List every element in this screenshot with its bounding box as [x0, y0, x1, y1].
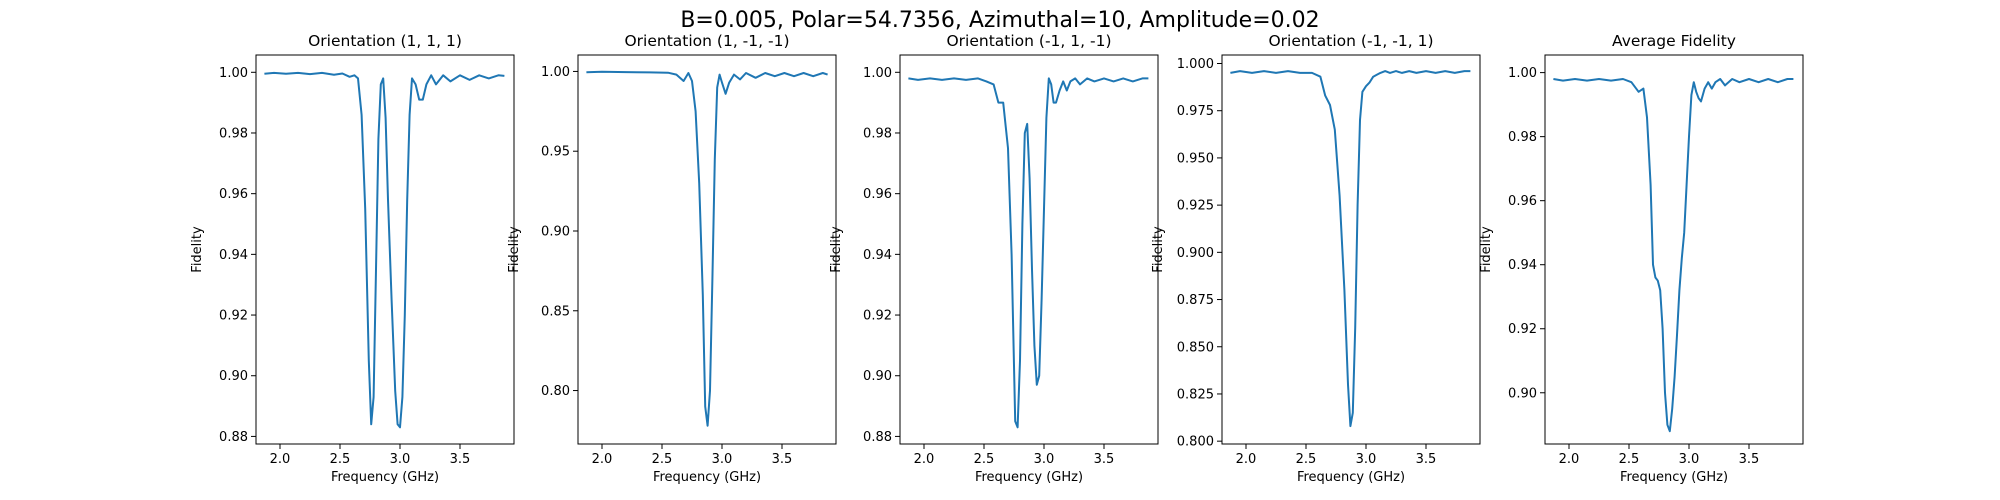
- y-tick-label: 0.98: [1508, 130, 1537, 145]
- subplot-title: Orientation (1, 1, 1): [308, 32, 462, 50]
- y-axis-label: Fidelity: [190, 226, 205, 273]
- x-tick-label: 2.0: [592, 452, 613, 467]
- axes-frame: [899, 54, 1159, 445]
- y-tick-label: 0.96: [219, 187, 248, 202]
- series-line-1-1: [264, 71, 505, 429]
- x-axis-label: Frequency (GHz): [331, 470, 439, 485]
- axes-frame: [577, 54, 837, 445]
- y-tick-label: 0.850: [1177, 340, 1214, 355]
- y-axis-label: Fidelity: [507, 226, 522, 273]
- x-tick-label: 2.0: [914, 452, 935, 467]
- x-tick-label: 2.0: [1559, 452, 1580, 467]
- y-tick-label: 0.900: [1177, 246, 1214, 261]
- y-tick-label: 0.85: [541, 304, 570, 319]
- y-tick-label: 0.825: [1177, 387, 1214, 402]
- y-axis-label: Fidelity: [829, 226, 844, 273]
- y-tick-label: 1.000: [1177, 57, 1214, 72]
- y-tick-label: 0.90: [541, 224, 570, 239]
- y-tick-label: 0.975: [1177, 104, 1214, 119]
- y-tick-label: 0.90: [863, 369, 892, 384]
- subplot-4: 2.0 2.5 3.0 3.5 0.800 0.825 0.850 0.875 0.900 0.9…: [1151, 32, 1481, 485]
- x-tick-label: 3.0: [712, 452, 733, 467]
- y-tick-label: 1.00: [1508, 66, 1537, 81]
- subplot-3: 2.0 2.5 3.0 3.5 0.88 0.90 0.92 0.94 0.96 0.98 1.00…: [829, 32, 1159, 485]
- y-tick-label: 0.96: [1508, 194, 1537, 209]
- x-axis-label: Frequency (GHz): [653, 470, 761, 485]
- x-tick-label: 2.5: [1296, 452, 1317, 467]
- x-axis-label: Frequency (GHz): [1620, 470, 1728, 485]
- subplot-5: 2.0 2.5 3.0 3.5 0.90 0.92 0.94 0.96 0.98 1.00 Aver…: [1479, 32, 1804, 485]
- y-tick-label: 0.90: [1508, 386, 1537, 401]
- x-tick-label: 2.0: [1236, 452, 1257, 467]
- axes-frame: [1544, 54, 1804, 445]
- figure-suptitle: B=0.005, Polar=54.7356, Azimuthal=10, Am…: [680, 8, 1319, 33]
- y-tick-label: 0.80: [541, 384, 570, 399]
- series-line-4-1: [1230, 70, 1471, 428]
- x-tick-label: 3.5: [772, 452, 793, 467]
- y-tick-label: 1.00: [863, 66, 892, 81]
- x-tick-label: 3.0: [1356, 452, 1377, 467]
- x-axis-label: Frequency (GHz): [1297, 470, 1405, 485]
- x-axis-label: Frequency (GHz): [975, 470, 1083, 485]
- y-tick-label: 0.98: [219, 126, 248, 141]
- y-tick-label: 0.800: [1177, 435, 1214, 450]
- x-tick-label: 3.5: [450, 452, 471, 467]
- y-tick-label: 0.90: [219, 369, 248, 384]
- y-tick-label: 0.95: [541, 145, 570, 160]
- y-tick-label: 1.00: [541, 65, 570, 80]
- subplot-title: Orientation (-1, 1, -1): [946, 32, 1111, 50]
- x-tick-label: 2.5: [1619, 452, 1640, 467]
- axes-frame: [255, 54, 515, 445]
- series-line-2-1: [586, 70, 828, 427]
- subplot-title: Orientation (-1, -1, 1): [1268, 32, 1433, 50]
- y-tick-label: 0.88: [863, 430, 892, 445]
- x-tick-label: 3.5: [1094, 452, 1115, 467]
- y-tick-label: 0.94: [863, 248, 892, 263]
- y-tick-label: 0.92: [219, 309, 248, 324]
- y-tick-label: 0.88: [219, 430, 248, 445]
- y-tick-label: 0.92: [863, 309, 892, 324]
- subplot-2: 2.0 2.5 3.0 3.5 0.80 0.85 0.90 0.95 1.00 Orientat…: [507, 32, 837, 485]
- x-tick-label: 2.5: [974, 452, 995, 467]
- axes-frame: [1221, 54, 1481, 445]
- series-line-5-1: [1553, 78, 1794, 433]
- series-line-3-1: [908, 77, 1149, 429]
- y-tick-label: 0.98: [863, 126, 892, 141]
- x-tick-label: 3.0: [1679, 452, 1700, 467]
- subplot-1: 2.0 2.5 3.0 3.5 0.88 0.90 0.92 0.94 0.96 0.98 1.00…: [190, 32, 515, 485]
- subplot-title: Orientation (1, -1, -1): [624, 32, 789, 50]
- subplot-title: Average Fidelity: [1612, 32, 1736, 50]
- x-tick-label: 3.5: [1739, 452, 1760, 467]
- y-tick-label: 0.950: [1177, 151, 1214, 166]
- y-tick-label: 1.00: [219, 66, 248, 81]
- y-tick-label: 0.92: [1508, 322, 1537, 337]
- y-tick-label: 0.94: [1508, 258, 1537, 273]
- x-tick-label: 3.5: [1416, 452, 1437, 467]
- x-tick-label: 2.5: [652, 452, 673, 467]
- x-tick-label: 2.0: [270, 452, 291, 467]
- y-axis-label: Fidelity: [1479, 226, 1494, 273]
- x-tick-label: 3.0: [1034, 452, 1055, 467]
- y-tick-label: 0.925: [1177, 199, 1214, 214]
- y-tick-label: 0.96: [863, 187, 892, 202]
- x-tick-label: 2.5: [330, 452, 351, 467]
- y-tick-label: 0.94: [219, 248, 248, 263]
- y-axis-label: Fidelity: [1151, 226, 1166, 273]
- y-tick-label: 0.875: [1177, 293, 1214, 308]
- x-tick-label: 3.0: [390, 452, 411, 467]
